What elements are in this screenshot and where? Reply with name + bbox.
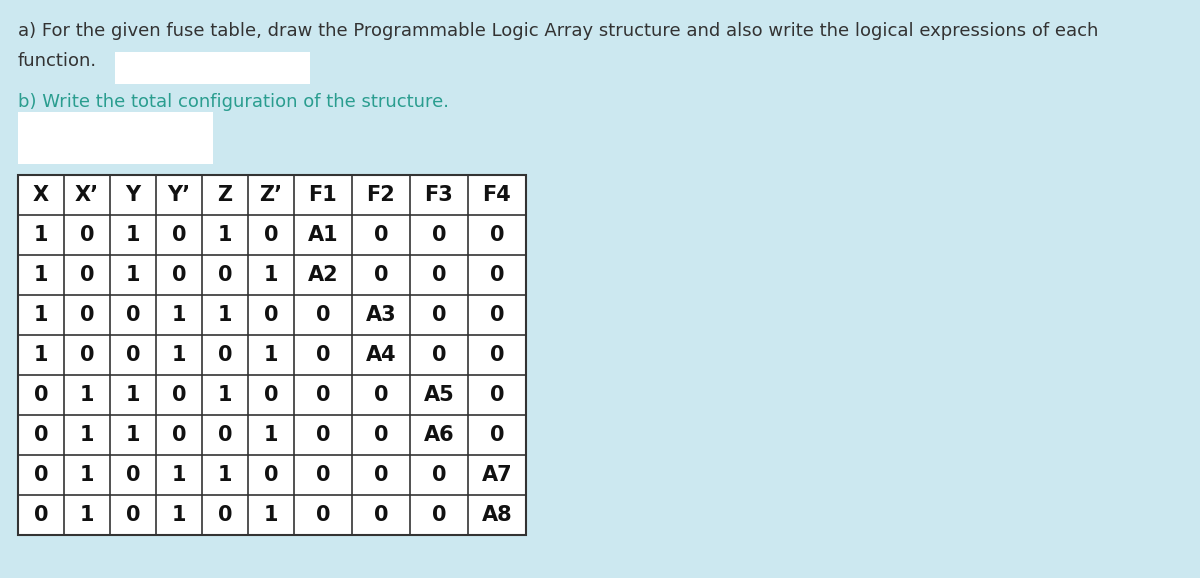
Text: X: X bbox=[32, 185, 49, 205]
Text: 0: 0 bbox=[432, 225, 446, 245]
Text: b) Write the total configuration of the structure.: b) Write the total configuration of the … bbox=[18, 93, 449, 111]
Text: 1: 1 bbox=[217, 305, 233, 325]
Text: 0: 0 bbox=[490, 225, 504, 245]
Text: 0: 0 bbox=[316, 385, 330, 405]
Text: 1: 1 bbox=[264, 425, 278, 445]
Text: 0: 0 bbox=[126, 465, 140, 485]
Text: 1: 1 bbox=[79, 385, 95, 405]
Text: 0: 0 bbox=[264, 385, 278, 405]
Text: 0: 0 bbox=[217, 345, 233, 365]
Text: 0: 0 bbox=[126, 505, 140, 525]
Bar bbox=[18, 175, 526, 535]
Text: 0: 0 bbox=[316, 425, 330, 445]
Text: 0: 0 bbox=[79, 345, 95, 365]
Text: A1: A1 bbox=[307, 225, 338, 245]
Text: 0: 0 bbox=[34, 425, 48, 445]
Text: 0: 0 bbox=[264, 225, 278, 245]
Text: 1: 1 bbox=[79, 425, 95, 445]
Text: 0: 0 bbox=[316, 305, 330, 325]
Text: 0: 0 bbox=[432, 345, 446, 365]
Text: 0: 0 bbox=[172, 265, 186, 285]
Text: 1: 1 bbox=[172, 465, 186, 485]
Text: F4: F4 bbox=[482, 185, 511, 205]
Text: 1: 1 bbox=[79, 465, 95, 485]
Text: 0: 0 bbox=[432, 505, 446, 525]
Text: 1: 1 bbox=[172, 345, 186, 365]
Text: 0: 0 bbox=[373, 505, 389, 525]
Text: 1: 1 bbox=[217, 465, 233, 485]
Text: 0: 0 bbox=[126, 305, 140, 325]
Text: 0: 0 bbox=[79, 265, 95, 285]
Text: 0: 0 bbox=[34, 465, 48, 485]
Text: Z’: Z’ bbox=[259, 185, 282, 205]
Text: A3: A3 bbox=[366, 305, 396, 325]
Text: 0: 0 bbox=[172, 425, 186, 445]
Text: a) For the given fuse table, draw the Programmable Logic Array structure and als: a) For the given fuse table, draw the Pr… bbox=[18, 22, 1098, 40]
Text: 0: 0 bbox=[373, 465, 389, 485]
Text: 1: 1 bbox=[172, 305, 186, 325]
Text: 0: 0 bbox=[490, 305, 504, 325]
Text: 1: 1 bbox=[264, 505, 278, 525]
Text: Z: Z bbox=[217, 185, 233, 205]
Text: 0: 0 bbox=[316, 345, 330, 365]
Text: 1: 1 bbox=[126, 225, 140, 245]
Text: A4: A4 bbox=[366, 345, 396, 365]
Text: 0: 0 bbox=[34, 385, 48, 405]
Text: 1: 1 bbox=[217, 225, 233, 245]
Text: 0: 0 bbox=[126, 345, 140, 365]
Text: 0: 0 bbox=[264, 305, 278, 325]
Text: F2: F2 bbox=[367, 185, 395, 205]
Text: 0: 0 bbox=[316, 505, 330, 525]
Text: F3: F3 bbox=[425, 185, 454, 205]
Text: function.: function. bbox=[18, 52, 97, 70]
Text: 0: 0 bbox=[172, 385, 186, 405]
Text: 0: 0 bbox=[217, 265, 233, 285]
Text: A6: A6 bbox=[424, 425, 455, 445]
Text: 0: 0 bbox=[490, 385, 504, 405]
Text: 0: 0 bbox=[373, 225, 389, 245]
Text: A8: A8 bbox=[481, 505, 512, 525]
Text: F1: F1 bbox=[308, 185, 337, 205]
Text: A5: A5 bbox=[424, 385, 455, 405]
Text: 0: 0 bbox=[432, 265, 446, 285]
Text: 1: 1 bbox=[217, 385, 233, 405]
Text: 0: 0 bbox=[490, 265, 504, 285]
Text: 0: 0 bbox=[316, 465, 330, 485]
Text: 0: 0 bbox=[172, 225, 186, 245]
Text: 1: 1 bbox=[34, 305, 48, 325]
Text: 0: 0 bbox=[217, 505, 233, 525]
Text: 1: 1 bbox=[34, 225, 48, 245]
Text: 1: 1 bbox=[34, 345, 48, 365]
Text: X’: X’ bbox=[74, 185, 100, 205]
Text: 1: 1 bbox=[264, 345, 278, 365]
Text: 0: 0 bbox=[490, 425, 504, 445]
Text: Y’: Y’ bbox=[168, 185, 191, 205]
Bar bbox=[115, 52, 310, 84]
Text: 1: 1 bbox=[126, 385, 140, 405]
Text: 0: 0 bbox=[373, 385, 389, 405]
Text: 0: 0 bbox=[217, 425, 233, 445]
Text: 0: 0 bbox=[432, 305, 446, 325]
Text: 0: 0 bbox=[490, 345, 504, 365]
Text: 1: 1 bbox=[126, 265, 140, 285]
Text: A7: A7 bbox=[481, 465, 512, 485]
Text: Y: Y bbox=[126, 185, 140, 205]
Text: 0: 0 bbox=[373, 425, 389, 445]
Text: 0: 0 bbox=[432, 465, 446, 485]
Text: 1: 1 bbox=[79, 505, 95, 525]
Text: 0: 0 bbox=[79, 225, 95, 245]
Text: 0: 0 bbox=[34, 505, 48, 525]
Text: 1: 1 bbox=[126, 425, 140, 445]
Text: 0: 0 bbox=[264, 465, 278, 485]
Text: 0: 0 bbox=[79, 305, 95, 325]
Text: 1: 1 bbox=[172, 505, 186, 525]
Text: 1: 1 bbox=[34, 265, 48, 285]
Text: A2: A2 bbox=[307, 265, 338, 285]
Text: 1: 1 bbox=[264, 265, 278, 285]
Bar bbox=[18, 112, 214, 164]
Text: 0: 0 bbox=[373, 265, 389, 285]
